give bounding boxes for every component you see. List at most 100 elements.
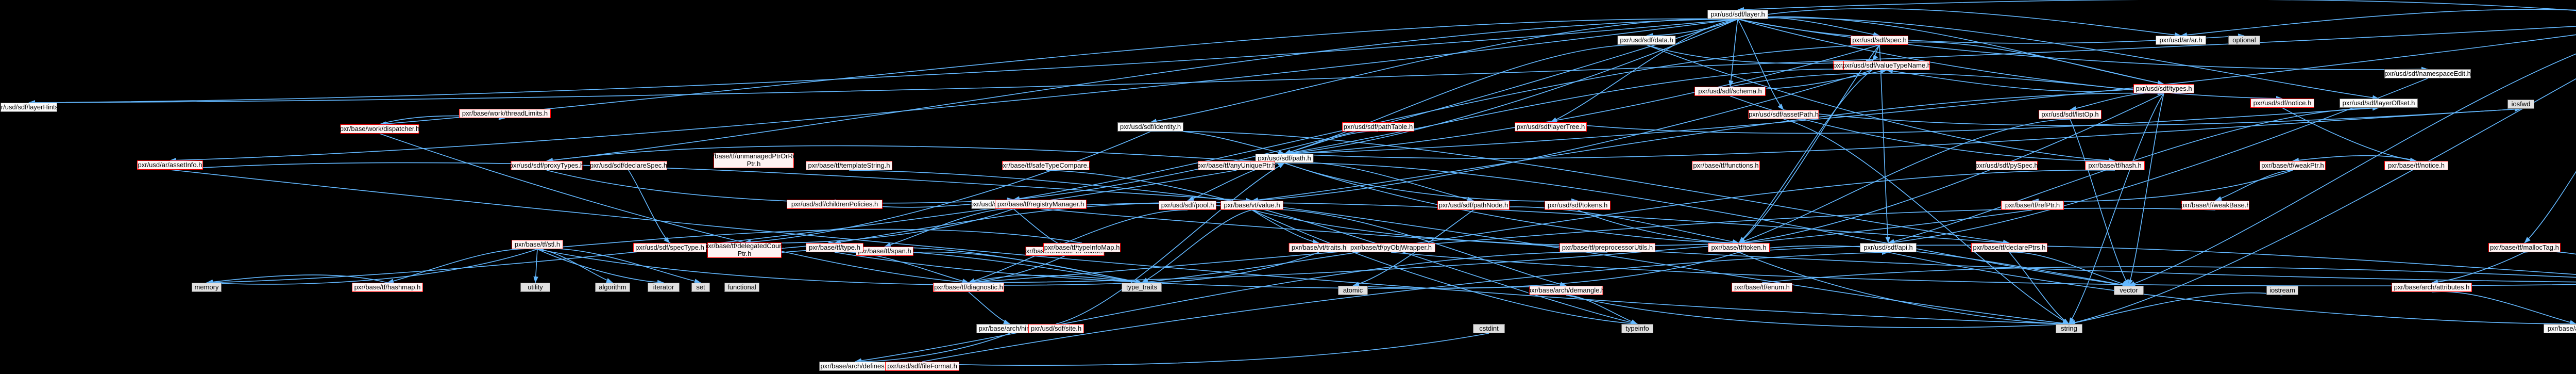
graph-node-tfRefPtr[interactable]: pxr/base/tf/refPtr.h	[2001, 201, 2064, 210]
graph-edge	[744, 208, 1014, 246]
graph-node-sdfLayerHints[interactable]: pxr/usd/sdf/layerHints.h	[0, 103, 64, 112]
graph-node-tfEnum[interactable]: pxr/base/tf/enum.h	[1732, 283, 1792, 292]
graph-node-tfPreprocessorUtils[interactable]: pxr/base/tf/preprocessorUtils.h	[1560, 243, 1655, 252]
graph-node-workThreadLimits[interactable]: pxr/base/work/threadLimits.h	[459, 109, 551, 118]
graph-node-archApi[interactable]: pxr/base/arch/api.h	[2544, 324, 2576, 333]
graph-node-utility[interactable]: utility	[520, 283, 550, 292]
graph-node-iterator[interactable]: iterator	[648, 283, 680, 292]
graph-edge	[537, 249, 1142, 286]
graph-edge	[2180, 9, 2576, 38]
graph-node-sdfTokens[interactable]: pxr/usd/sdf/tokens.h	[1545, 201, 1611, 210]
graph-node-tfHash[interactable]: pxr/base/tf/hash.h	[2085, 161, 2145, 170]
graph-node-boostPython[interactable]: pxr/base/tf/pyObjWrapper.h	[1347, 243, 1435, 252]
graph-node-sdfPyChildrenProxy[interactable]: pxr/usd/sdf/childrenPolicies.h	[787, 200, 883, 209]
graph-node-tfDiagnostic[interactable]: pxr/base/tf/diagnostic.h	[933, 283, 1004, 292]
graph-node-tfDeclarePtrs[interactable]: pxr/base/tf/declarePtrs.h	[1971, 243, 2047, 252]
graph-edge	[546, 19, 1738, 163]
graph-edge	[170, 19, 1738, 163]
graph-node-sdfValueTypeName[interactable]: pxr/usd/sdf/valueTypeName.h	[1842, 61, 1931, 70]
graph-edge	[2069, 78, 2576, 325]
graph-node-sdfDeclareSpec[interactable]: pxr/usd/sdf/declareSpec.h	[590, 161, 667, 170]
graph-node-sdfPathNode[interactable]: pxr/usd/sdf/pathNode.h	[1437, 201, 1510, 210]
graph-node-functional[interactable]: functional	[724, 283, 759, 292]
graph-node-iostream[interactable]: iostream	[2266, 286, 2298, 295]
graph-node-sdfNamespaceEdit[interactable]: pxr/usd/sdf/namespaceEdit.h	[2384, 69, 2471, 78]
graph-node-tfStl[interactable]: pxr/base/tf/stl.h	[512, 240, 563, 249]
graph-node-sdfPyUtils[interactable]: pxr/usd/sdf/pySpec.h	[1975, 161, 2038, 170]
graph-edge	[1251, 209, 1739, 246]
graph-node-algorithm[interactable]: algorithm	[595, 283, 630, 292]
graph-node-tfUnmanagedPtr[interactable]: pxr/base/tf/unmanagedPtrOrRef.h Ptr.h	[703, 152, 804, 168]
graph-edge	[2070, 119, 2129, 286]
graph-node-sdfSiteUtils[interactable]: pxr/usd/sdf/site.h	[1028, 324, 1084, 333]
graph-node-tfAnyUniquePtr[interactable]: pxr/base/tf/anyUniquePtr.h	[1197, 161, 1276, 170]
graph-node-sdfPathTable[interactable]: pxr/usd/sdf/pathTable.h	[1342, 122, 1414, 132]
graph-node-atomic[interactable]: atomic	[1338, 286, 1368, 295]
graph-node-tfTypeInfoMap[interactable]: pxr/base/tf/typeInfoMap.h	[1043, 243, 1121, 252]
graph-node-sdfListOp[interactable]: pxr/usd/sdf/listOp.h	[2039, 110, 2102, 119]
graph-node-sdfSchema[interactable]: pxr/usd/sdf/schema.h	[1694, 87, 1766, 96]
graph-node-tfWeakPtr[interactable]: pxr/base/tf/weakPtr.h	[2260, 161, 2326, 170]
graph-node-vector[interactable]: vector	[2114, 286, 2144, 295]
graph-edge	[1284, 162, 1578, 204]
graph-node-memory[interactable]: memory	[192, 283, 222, 292]
graph-node-optional[interactable]: optional	[2228, 36, 2260, 45]
graph-edge	[1284, 162, 2129, 288]
graph-node-sdfSpec[interactable]: pxr/usd/sdf/spec.h	[1851, 36, 1908, 45]
graph-node-tfSafeTypeCompare[interactable]: pxr/base/tf/safeTypeCompare.h	[999, 161, 1093, 170]
graph-node-typeinfo[interactable]: typeinfo	[1621, 324, 1653, 333]
graph-edge	[1251, 209, 1319, 245]
graph-node-tfType[interactable]: pxr/base/tf/type.h	[806, 243, 863, 252]
graph-edge	[170, 169, 2070, 327]
graph-edge	[387, 248, 538, 284]
graph-node-typeFunctions2[interactable]: type_traits	[1122, 283, 1162, 292]
graph-node-iosfwd[interactable]: iosfwd	[2507, 100, 2534, 109]
graph-node-sdfIdentity[interactable]: pxr/usd/sdf/identity.h	[1117, 122, 1183, 132]
graph-edge	[1013, 202, 2010, 245]
graph-node-string[interactable]: string	[2056, 324, 2082, 333]
graph-node-archDefines[interactable]: pxr/base/arch/defines.h	[819, 362, 891, 371]
graph-node-sdfAssetPath[interactable]: pxr/usd/sdf/assetPath.h	[1748, 110, 1819, 119]
graph-node-sdfProxyTypes[interactable]: pxr/usd/sdf/proxyTypes.h	[510, 161, 584, 170]
graph-node-tfRegistryManager[interactable]: pxr/base/tf/registryManager.h	[995, 200, 1087, 209]
graph-node-sdfPool[interactable]: pxr/usd/sdf/pool.h	[1159, 201, 1216, 210]
graph-edge	[1251, 209, 1567, 287]
graph-node-arAssetInfo[interactable]: pxr/usd/ar/assetInfo.h	[137, 160, 203, 170]
graph-edge	[855, 333, 1010, 364]
graph-node-sdfPath[interactable]: pxr/usd/sdf/path.h	[1255, 154, 1314, 163]
graph-node-arAr[interactable]: pxr/usd/ar/ar.h	[2156, 36, 2206, 45]
graph-node-sdfFileFormat[interactable]: pxr/usd/sdf/fileFormat.h	[885, 362, 959, 371]
graph-node-sdfLayer[interactable]: pxr/usd/sdf/layer.h	[1707, 10, 1768, 19]
graph-node-tfWeakBase[interactable]: pxr/base/tf/weakBase.h	[2180, 201, 2250, 210]
graph-node-workDispatcher[interactable]: pxr/base/work/dispatcher.h	[340, 124, 419, 134]
graph-node-vtTraits[interactable]: pxr/base/vt/traits.h	[1289, 243, 1349, 252]
graph-edge	[1737, 17, 2379, 100]
graph-node-sdfNotice[interactable]: pxr/usd/sdf/notice.h	[2250, 99, 2314, 108]
graph-node-sdfLayerOffset[interactable]: pxr/usd/sdf/layerOffset.h	[2340, 99, 2418, 108]
graph-edge	[1888, 78, 2428, 245]
graph-node-tfSpan[interactable]: pxr/base/tf/span.h	[856, 247, 913, 256]
graph-node-sdfLayerTree[interactable]: pxr/usd/sdf/layerTree.h	[1515, 122, 1587, 132]
graph-node-set[interactable]: set	[691, 283, 710, 292]
graph-edge	[968, 209, 1188, 283]
graph-edge	[533, 249, 538, 283]
graph-node-tfToken[interactable]: pxr/base/tf/token.h	[1708, 243, 1770, 252]
graph-node-tfTypeFunctions[interactable]: pxr/base/tf/functions.h	[1692, 161, 1760, 170]
graph-node-archAttributes[interactable]: pxr/base/arch/attributes.h	[2392, 283, 2472, 292]
graph-node-vtValue[interactable]: pxr/base/vt/value.h	[1221, 201, 1283, 210]
graph-node-tfTemplateString[interactable]: pxr/base/tf/templateString.h	[806, 161, 892, 170]
graph-node-tfHashmap[interactable]: pxr/base/tf/hashmap.h	[352, 283, 423, 292]
graph-node-sdfSpecType[interactable]: pxr/usd/sdf/specType.h	[633, 243, 706, 252]
graph-edge	[1888, 107, 2379, 244]
graph-node-archDemangle[interactable]: pxr/base/arch/demangle.h	[1528, 286, 1605, 295]
graph-node-tfNotice[interactable]: pxr/base/tf/notice.h	[2384, 161, 2448, 170]
graph-node-tfDelegatedCountPtr[interactable]: pxr/base/tf/delegatedCount Ptr.h	[704, 242, 785, 258]
graph-node-sdfTypes[interactable]: pxr/usd/sdf/types.h	[2133, 84, 2194, 93]
graph-edge	[1013, 19, 1738, 202]
graph-node-stdint[interactable]: cstdint	[1473, 324, 1505, 333]
graph-node-sdfData[interactable]: pxr/usd/sdf/data.h	[1617, 36, 1676, 45]
graph-node-archHints[interactable]: pxr/base/arch/hints.h	[976, 324, 1043, 333]
graph-node-tfMallocTag[interactable]: pxr/base/tf/mallocTag.h	[2488, 243, 2561, 252]
graph-edge	[2215, 170, 2293, 201]
graph-node-sdfApi[interactable]: pxr/usd/sdf/api.h	[1860, 243, 1917, 252]
